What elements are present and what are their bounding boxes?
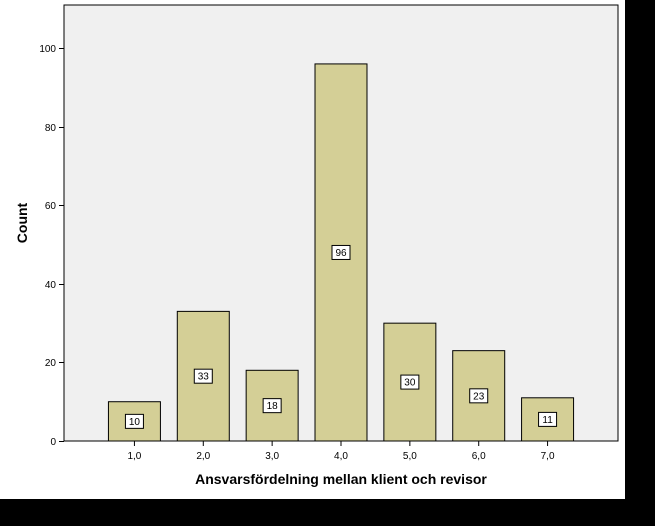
- y-tick-label: 60: [45, 201, 57, 212]
- x-tick-label: 4,0: [334, 451, 348, 462]
- x-axis: 1,0 2,0 3,0 4,0 5,0 6,0 7,0: [127, 441, 555, 462]
- data-label-box: [469, 388, 489, 404]
- y-tick-label: 40: [45, 280, 57, 291]
- x-tick-label: 7,0: [541, 451, 555, 462]
- bar-chart: 0 20 40 60 80 100 10 33 18 96 30 23 11 1,0 2,0 3,0 4,0…: [14, 4, 619, 487]
- data-label: 96: [335, 248, 347, 259]
- data-label: 30: [404, 378, 416, 389]
- y-tick-label: 100: [39, 44, 56, 55]
- data-label-box: [331, 244, 351, 260]
- x-tick-label: 2,0: [196, 451, 210, 462]
- x-tick-label: 5,0: [403, 451, 417, 462]
- data-label: 23: [473, 391, 485, 402]
- x-tick-label: 6,0: [472, 451, 486, 462]
- data-label: 18: [267, 401, 279, 412]
- data-label-box: [262, 398, 282, 414]
- data-label-box: [400, 374, 420, 390]
- y-tick-label: 0: [50, 437, 56, 448]
- y-axis: 0 20 40 60 80 100: [39, 44, 64, 448]
- data-label: 11: [542, 415, 553, 426]
- y-tick-label: 80: [45, 123, 57, 134]
- bar: [521, 397, 575, 442]
- data-label: 33: [198, 372, 210, 383]
- y-axis-title: Count: [14, 202, 30, 243]
- y-tick-label: 20: [45, 358, 57, 369]
- x-tick-label: 3,0: [265, 451, 279, 462]
- x-tick-label: 1,0: [127, 451, 141, 462]
- chart-figure: 0 20 40 60 80 100 10 33 18 96 30 23 11 1,0 2,0 3,0 4,0…: [0, 0, 625, 499]
- data-label-box: [193, 368, 213, 384]
- data-label-box: [538, 411, 558, 427]
- bars: 10 33 18 96 30 23 11: [107, 63, 575, 442]
- data-label: 10: [129, 417, 141, 428]
- x-axis-title: Ansvarsfördelning mellan klient och revi…: [195, 471, 487, 487]
- data-label-box: [124, 413, 144, 429]
